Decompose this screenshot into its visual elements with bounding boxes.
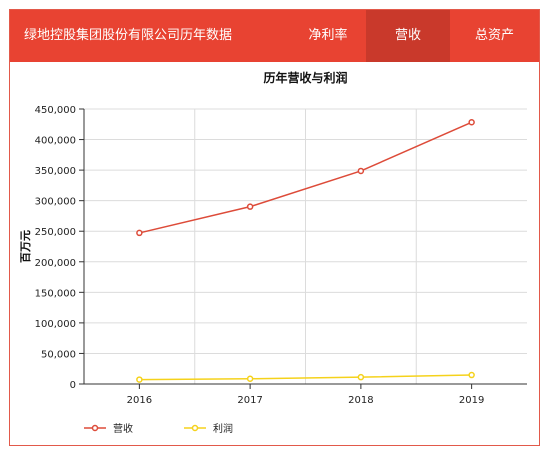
chart-title: 历年营收与利润 — [263, 70, 347, 85]
data-point — [246, 375, 254, 382]
legend-label: 营收 — [113, 422, 133, 435]
y-tick-label: 400,000 — [35, 136, 76, 147]
y-tick-label: 0 — [70, 380, 76, 391]
series-line-0 — [139, 121, 472, 234]
tab-net-margin[interactable]: 净利率 — [308, 28, 348, 43]
data-point — [357, 167, 365, 175]
chart-panel: 绿地控股集团股份有限公司历年数据 净利率 营收 总资产 — [9, 9, 540, 446]
y-tick-label: 200,000 — [35, 258, 76, 269]
y-tick-label: 350,000 — [35, 166, 76, 177]
x-tick-label: 2016 — [127, 395, 152, 406]
header-bar: 绿地控股集团股份有限公司历年数据 净利率 营收 总资产 — [10, 10, 539, 62]
y-tick-label: 250,000 — [35, 227, 76, 238]
data-point — [468, 119, 475, 126]
legend-label: 利润 — [213, 422, 233, 435]
x-tick-label: 2018 — [348, 395, 373, 406]
data-point — [357, 373, 365, 381]
y-tick-label: 100,000 — [35, 319, 76, 330]
legend-swatch-marker — [91, 424, 99, 432]
tab-revenue[interactable]: 营收 — [366, 10, 450, 62]
y-tick-label: 450,000 — [35, 105, 76, 116]
y-tick-label: 50,000 — [41, 349, 76, 360]
company-title: 绿地控股集团股份有限公司历年数据 — [24, 28, 233, 43]
x-tick-label: 2019 — [459, 395, 484, 406]
y-tick-label: 150,000 — [35, 288, 76, 299]
data-point — [246, 203, 254, 210]
data-point — [468, 371, 475, 379]
y-axis-label: 百万元 — [19, 230, 32, 263]
data-point — [136, 229, 143, 237]
legend-swatch-marker — [191, 424, 199, 432]
y-tick-label: 300,000 — [35, 197, 76, 208]
x-tick-label: 2017 — [237, 395, 262, 406]
data-point — [136, 376, 143, 383]
tab-total-assets[interactable]: 总资产 — [474, 28, 514, 43]
series-line-1 — [139, 374, 472, 381]
